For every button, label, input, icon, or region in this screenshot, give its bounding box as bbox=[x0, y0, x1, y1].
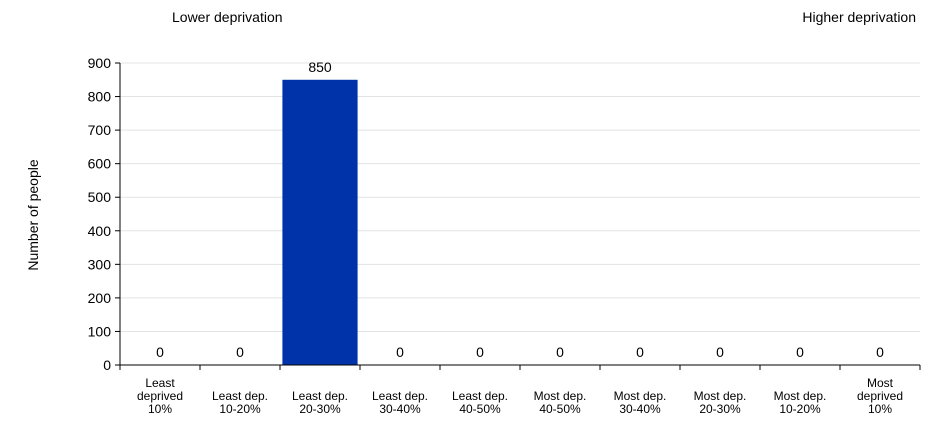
axes bbox=[115, 62, 921, 370]
x-tick-label: Least dep. 30-40% bbox=[372, 389, 428, 416]
y-tick-label: 600 bbox=[88, 156, 112, 172]
y-tick-label: 900 bbox=[88, 55, 112, 71]
bars bbox=[282, 79, 358, 366]
x-tick-label: Least deprived 10% bbox=[137, 376, 183, 416]
data-label: 0 bbox=[236, 344, 244, 360]
y-axis-label: Number of people bbox=[25, 159, 41, 271]
x-tick-label: Least dep. 20-30% bbox=[292, 389, 348, 416]
x-tick-label: Most dep. 40-50% bbox=[534, 389, 587, 416]
data-label: 0 bbox=[876, 344, 884, 360]
x-tick-label: Most dep. 30-40% bbox=[614, 389, 667, 416]
data-labels: 0 0 850 0 0 0 0 0 0 0 bbox=[156, 59, 884, 360]
data-label: 0 bbox=[156, 344, 164, 360]
y-tick-label: 300 bbox=[88, 256, 112, 272]
y-tick-label: 200 bbox=[88, 290, 112, 306]
x-tick-label: Least dep. 10-20% bbox=[212, 389, 268, 416]
x-tick-labels: Least deprived 10% Least dep. 10-20% Least de… bbox=[137, 376, 903, 416]
data-label: 0 bbox=[636, 344, 644, 360]
lower-deprivation-label: Lower deprivation bbox=[172, 9, 283, 25]
higher-deprivation-label: Higher deprivation bbox=[802, 9, 916, 25]
data-label: 0 bbox=[716, 344, 724, 360]
x-tick-label: Most dep. 20-30% bbox=[694, 389, 747, 416]
gridlines bbox=[120, 62, 920, 332]
y-tick-label: 500 bbox=[88, 189, 112, 205]
y-tick-label: 400 bbox=[88, 223, 112, 239]
data-label: 0 bbox=[556, 344, 564, 360]
data-label: 850 bbox=[308, 59, 332, 75]
y-tick-label: 100 bbox=[88, 323, 112, 339]
x-tick-label: Most dep. 10-20% bbox=[774, 389, 827, 416]
x-tick-label: Least dep. 40-50% bbox=[452, 389, 508, 416]
data-label: 0 bbox=[396, 344, 404, 360]
y-tick-labels: 0 100 200 300 400 500 600 700 800 900 bbox=[88, 55, 112, 373]
data-label: 0 bbox=[476, 344, 484, 360]
x-tick-label: Most deprived 10% bbox=[857, 376, 903, 416]
y-tick-label: 0 bbox=[103, 357, 111, 373]
bar bbox=[282, 79, 358, 366]
y-tick-label: 700 bbox=[88, 122, 112, 138]
data-label: 0 bbox=[796, 344, 804, 360]
y-tick-label: 800 bbox=[88, 89, 112, 105]
